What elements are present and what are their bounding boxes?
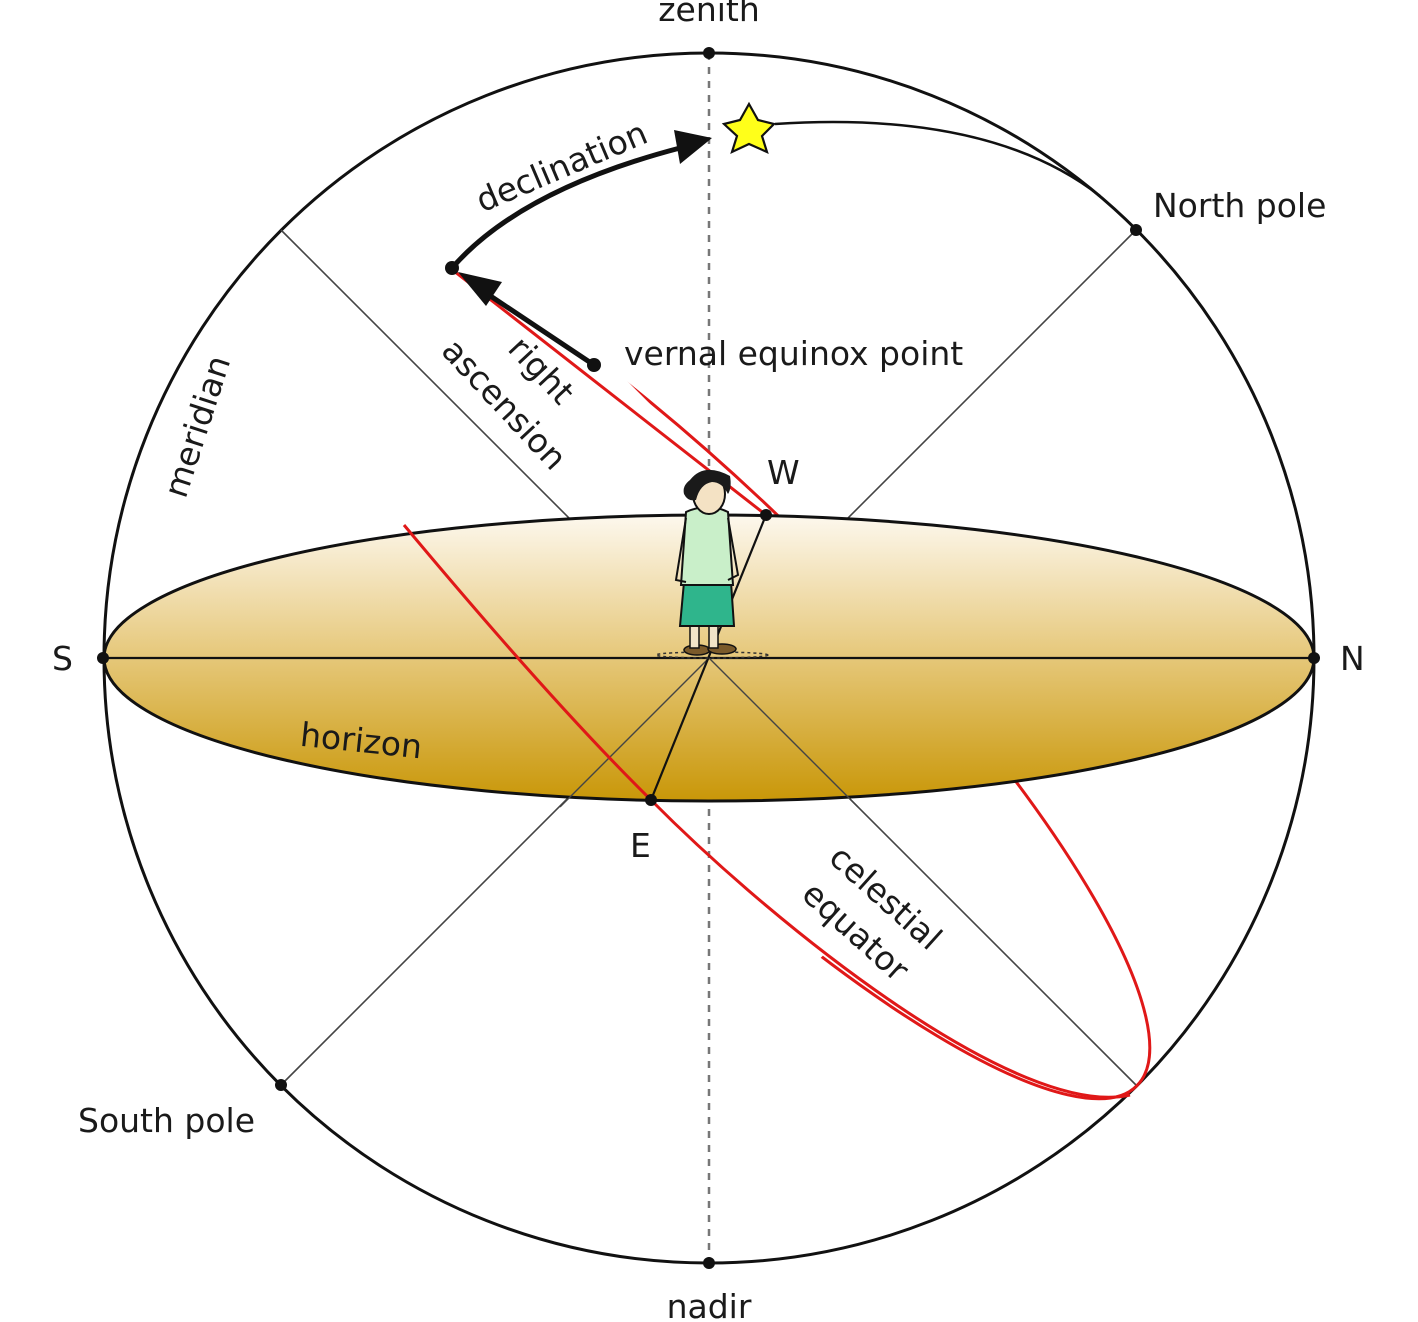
- declination-arrowhead: [674, 130, 712, 164]
- reference-points: [97, 47, 1320, 1269]
- west-point: [760, 509, 772, 521]
- celestial-equator-lower-arc: [649, 798, 1131, 1099]
- south-pole-point: [275, 1079, 287, 1091]
- west-label: W: [767, 453, 800, 492]
- meridian-label: meridian: [156, 351, 238, 502]
- north-pole-label: North pole: [1153, 186, 1326, 225]
- equator-diameter-front: [708, 657, 859, 808]
- south-pole-label: South pole: [78, 1101, 255, 1140]
- right-ascension-endpoint: [445, 261, 459, 275]
- south-label: S: [52, 639, 73, 678]
- observer-figure: [655, 469, 769, 659]
- north-label: N: [1340, 639, 1365, 678]
- nadir-label: nadir: [667, 1287, 752, 1322]
- right-ascension-arrow-shaft: [484, 290, 596, 368]
- west-east-line: [649, 514, 768, 801]
- right-ascension-arrowhead: [458, 272, 502, 306]
- nadir-point: [703, 1257, 715, 1269]
- south-point: [97, 652, 109, 664]
- north-point: [1308, 652, 1320, 664]
- zenith-point: [703, 47, 715, 59]
- declination-arrow-shaft: [450, 145, 681, 270]
- east-point: [645, 794, 657, 806]
- vernal-equinox-point-marker: [587, 358, 601, 372]
- north-pole-point: [1130, 224, 1142, 236]
- star-icon: [721, 101, 777, 155]
- star-hour-circle: [774, 120, 1101, 197]
- polar-axis-front: [559, 657, 710, 808]
- east-label: E: [630, 826, 651, 865]
- vernal-equinox-point-label: vernal equinox point: [624, 334, 963, 373]
- zenith-label: zenith: [658, 0, 760, 29]
- celestial-equator-front-arc: [402, 524, 653, 802]
